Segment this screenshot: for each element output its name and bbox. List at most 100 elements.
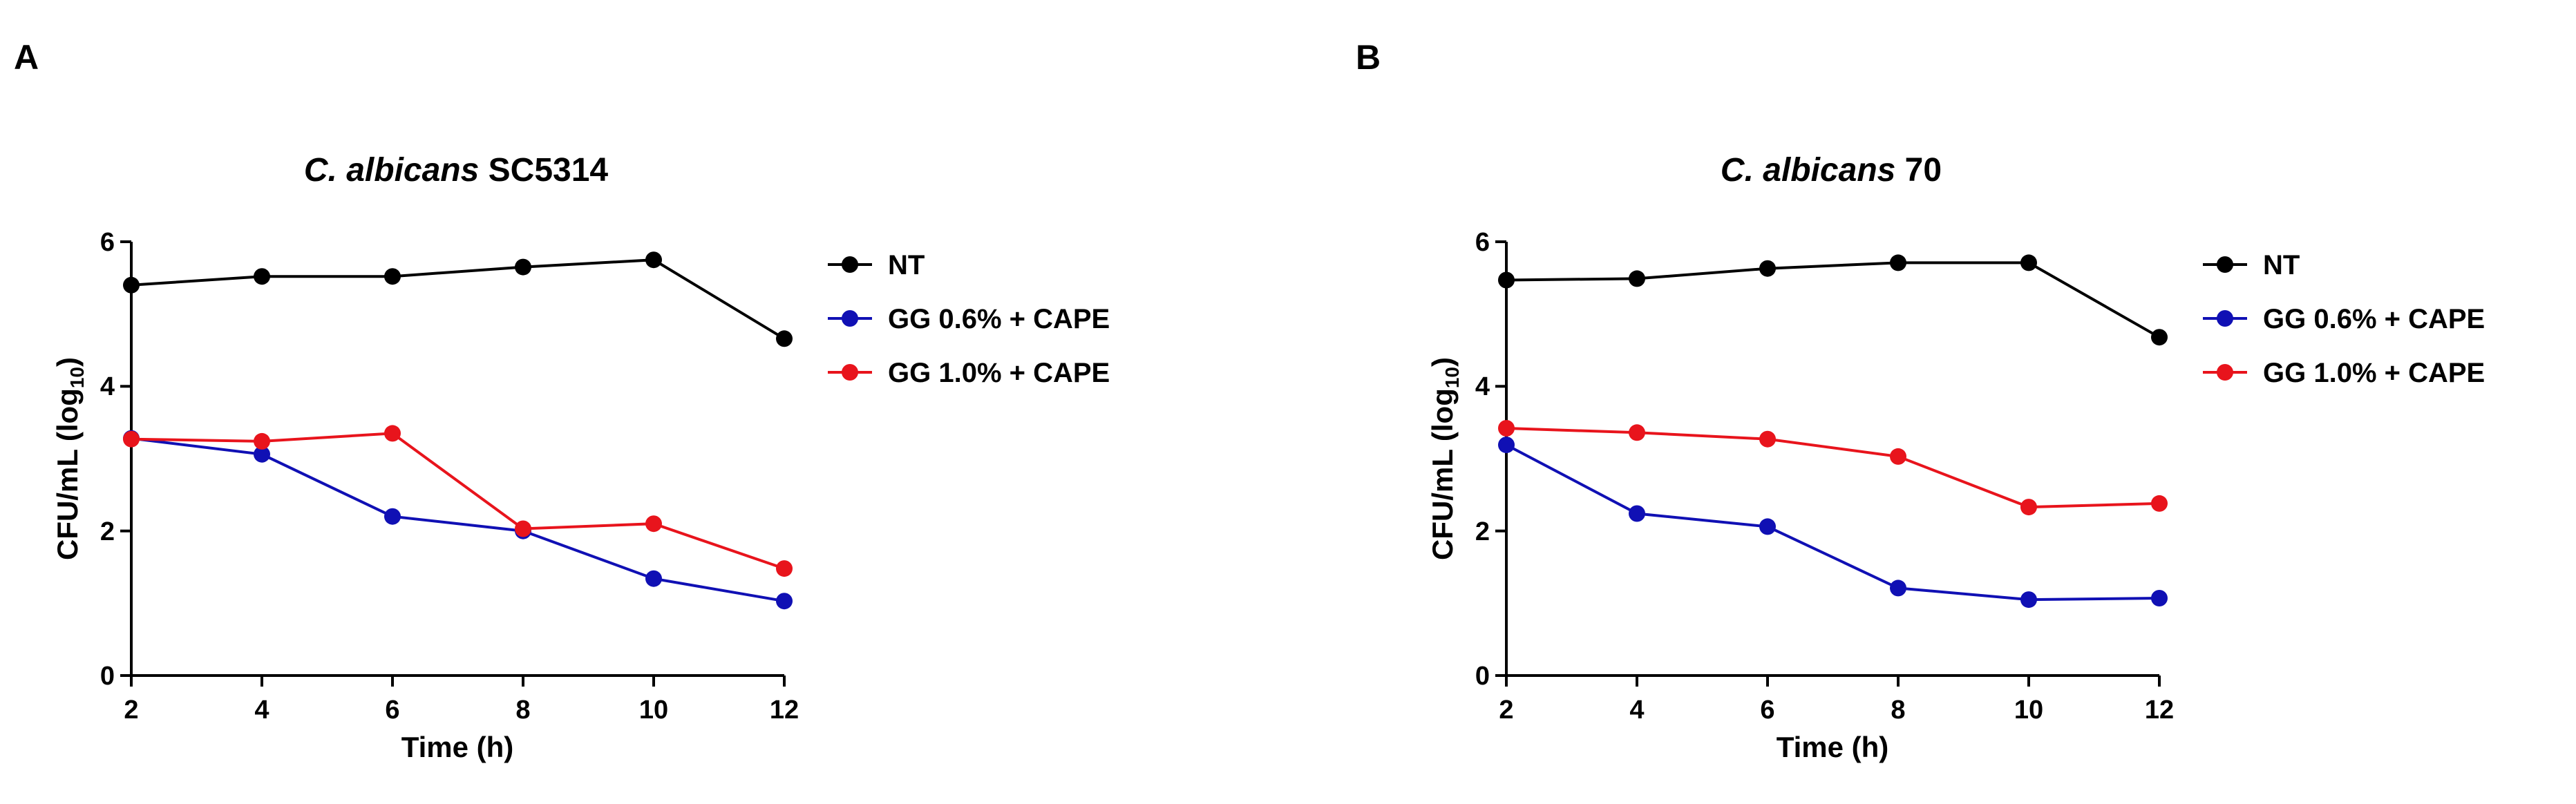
data-point-gg-0-6-cape	[2151, 590, 2168, 606]
data-point-gg-0-6-cape	[1890, 580, 1906, 597]
series-line-nt	[131, 258, 786, 341]
panel-a: A C. albicans SC5314 0 2 4 6 2 4 6 8 10	[14, 38, 1110, 763]
data-point-nt	[776, 330, 793, 347]
panel-letter-a: A	[14, 38, 39, 77]
y-tick-label: 0	[100, 662, 115, 691]
chart-title-a: C. albicans SC5314	[304, 152, 609, 189]
title-italic-a: C. albicans	[304, 152, 479, 189]
data-point-nt	[123, 276, 140, 294]
data-point-gg-1-0-cape	[1498, 420, 1515, 437]
series-line-gg-1-0-cape	[131, 432, 785, 570]
x-tick-label: 6	[385, 696, 399, 725]
y-axis-b: 0 2 4 6	[1475, 228, 1508, 691]
legend-b: NT GG 0.6% + CAPE GG 1.0% + CAPE	[2203, 250, 2485, 388]
legend-marker-nt	[2217, 256, 2233, 273]
x-tick-label: 2	[1499, 696, 1513, 725]
data-point-nt	[1629, 270, 1645, 287]
data-point-nt	[384, 268, 401, 285]
y-axis-label-b: CFU/mL (log10)	[1426, 357, 1463, 560]
y-tick-label: 4	[1475, 372, 1490, 401]
title-rest-b: 70	[1895, 152, 1942, 189]
y-axis-a: 0 2 4 6	[100, 228, 133, 691]
data-point-nt	[515, 258, 531, 276]
x-axis-label-a: Time (h)	[401, 731, 514, 763]
panel-letter-b: B	[1356, 38, 1381, 77]
data-point-gg-0-6-cape	[1759, 518, 1776, 535]
data-point-gg-1-0-cape	[123, 430, 140, 448]
data-point-gg-0-6-cape	[645, 570, 662, 587]
y-tick-label: 2	[100, 517, 115, 546]
legend-label-gg10: GG 1.0% + CAPE	[888, 358, 1110, 388]
legend-label-gg10: GG 1.0% + CAPE	[2263, 358, 2485, 388]
x-tick-label: 4	[1629, 696, 1644, 725]
data-point-nt	[254, 268, 270, 285]
data-point-gg-1-0-cape	[515, 520, 531, 537]
x-tick-label: 8	[1891, 696, 1905, 725]
data-point-gg-0-6-cape	[384, 508, 401, 525]
data-point-gg-1-0-cape	[645, 515, 662, 533]
data-point-nt	[645, 251, 662, 269]
series-line-nt	[1506, 261, 2160, 338]
y-tick-label: 6	[100, 228, 115, 257]
x-tick-label: 12	[2145, 696, 2174, 725]
data-point-nt	[1498, 271, 1515, 289]
legend-marker-gg10	[2217, 364, 2233, 381]
data-point-gg-1-0-cape	[2151, 495, 2168, 512]
y-axis-label-close: )	[1426, 357, 1459, 367]
data-point-gg-0-6-cape	[1498, 437, 1515, 454]
legend-label-gg06: GG 0.6% + CAPE	[888, 304, 1110, 334]
legend-marker-nt	[842, 256, 858, 273]
x-tick-label: 12	[770, 696, 799, 725]
x-tick-label: 10	[2014, 696, 2043, 725]
legend-label-nt: NT	[2263, 250, 2300, 280]
y-tick-label: 0	[1475, 662, 1490, 691]
y-axis-label-subscript: 10	[66, 367, 88, 388]
x-tick-label: 8	[515, 696, 530, 725]
y-axis-label-text: CFU/mL (log	[51, 388, 84, 560]
data-point-gg-1-0-cape	[1759, 430, 1776, 448]
data-point-gg-1-0-cape	[1890, 448, 1906, 465]
y-axis-label-subscript: 10	[1441, 367, 1463, 388]
plot-area-a	[123, 251, 793, 610]
title-rest-a: SC5314	[479, 152, 608, 189]
data-point-gg-1-0-cape	[254, 432, 270, 450]
title-italic-b: C. albicans	[1721, 152, 1895, 189]
series-line-gg-0-6-cape	[1506, 443, 2160, 602]
data-point-gg-0-6-cape	[2020, 591, 2037, 609]
x-tick-label: 6	[1760, 696, 1774, 725]
legend-marker-gg06	[2217, 310, 2233, 327]
y-tick-label: 4	[100, 372, 115, 401]
legend-a: NT GG 0.6% + CAPE GG 1.0% + CAPE	[828, 250, 1110, 388]
legend-label-gg06: GG 0.6% + CAPE	[2263, 304, 2485, 334]
x-axis-b: 2 4 6 8 10 12 Time (h)	[1499, 674, 2174, 763]
legend-label-nt: NT	[888, 250, 925, 280]
y-tick-label: 6	[1475, 228, 1490, 257]
data-point-gg-0-6-cape	[1629, 505, 1645, 522]
x-tick-label: 4	[254, 696, 269, 725]
x-tick-label: 10	[639, 696, 668, 725]
data-point-gg-0-6-cape	[776, 593, 793, 610]
series-line-gg-0-6-cape	[131, 437, 785, 603]
series-line-gg-1-0-cape	[1506, 427, 2160, 509]
data-point-gg-1-0-cape	[1629, 424, 1645, 441]
x-axis-a: 2 4 6 8 10 12 Time (h)	[124, 674, 799, 763]
data-point-nt	[1890, 254, 1906, 271]
x-tick-label: 2	[124, 696, 138, 725]
data-point-nt	[2020, 254, 2037, 271]
data-point-gg-0-6-cape	[254, 446, 270, 463]
panel-b: B C. albicans 70 0 2 4 6 2 4 6 8 10	[1356, 38, 2485, 763]
data-point-gg-1-0-cape	[2020, 499, 2037, 516]
data-point-nt	[1759, 260, 1776, 277]
y-axis-label-text: CFU/mL (log	[1426, 388, 1459, 560]
x-axis-label-b: Time (h)	[1777, 731, 1889, 763]
data-point-gg-1-0-cape	[776, 560, 793, 577]
data-point-gg-1-0-cape	[384, 425, 401, 442]
chart-title-b: C. albicans 70	[1721, 152, 1942, 189]
legend-marker-gg10	[842, 364, 858, 381]
y-axis-label-a: CFU/mL (log10)	[51, 357, 88, 560]
y-tick-label: 2	[1475, 517, 1490, 546]
y-axis-label-close: )	[51, 357, 84, 367]
plot-area-b	[1498, 254, 2168, 609]
legend-marker-gg06	[842, 310, 858, 327]
